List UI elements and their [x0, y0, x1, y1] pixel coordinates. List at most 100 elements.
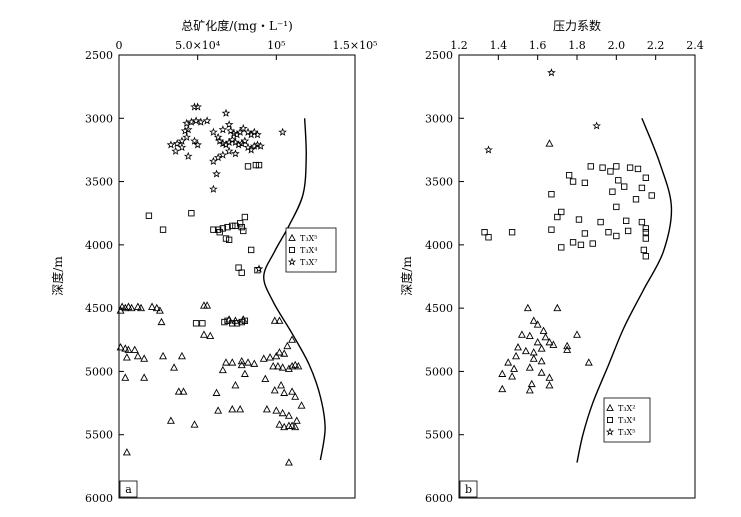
data-point-triangle [148, 302, 157, 310]
panel-tag-a: a [119, 480, 138, 498]
y-axis-title-a: 深度/m [50, 256, 65, 296]
data-point-star [172, 139, 182, 148]
data-point-triangle [177, 351, 186, 360]
data-point-triangle [284, 458, 293, 466]
data-point-square [632, 196, 640, 203]
data-point-triangle [284, 411, 293, 419]
trend-curve-a [263, 118, 326, 461]
data-point-triangle [527, 379, 536, 388]
data-point-triangle [218, 365, 227, 374]
data-point-triangle [278, 408, 287, 417]
data-point-triangle [237, 360, 246, 369]
y-tick-label: 5500 [85, 429, 113, 442]
y-ticks-b: 2500 3000 3500 4000 4500 5000 5500 6000 [425, 49, 464, 505]
data-point-triangle [214, 406, 223, 414]
data-point-triangle [236, 405, 245, 413]
data-point-triangle [190, 420, 199, 428]
data-point-triangle [533, 320, 542, 328]
x-axis-title-a: 总矿化度/(mg・L⁻¹) [181, 18, 293, 33]
data-point-triangle [261, 374, 270, 383]
legend-label: T₃X⁷ [300, 258, 317, 267]
data-point-triangle [124, 345, 133, 353]
data-point-square [621, 183, 628, 190]
data-point-triangle [291, 422, 300, 431]
data-point-triangle [259, 354, 268, 362]
data-point-triangle [275, 420, 284, 428]
data-point-square [229, 320, 236, 327]
data-point-triangle [121, 373, 130, 381]
data-point-triangle [179, 387, 188, 395]
data-point-triangle [510, 364, 519, 372]
x-axis-title-b: 压力系数 [553, 18, 601, 33]
data-point-star [180, 126, 190, 135]
data-point-square [192, 320, 200, 327]
data-point-star [547, 68, 556, 77]
data-point-square [508, 229, 516, 236]
data-point-star [213, 152, 223, 162]
legend-label: T₃X⁵ [300, 234, 317, 243]
y-tick-label: 4000 [85, 239, 113, 252]
data-point-star [484, 145, 493, 154]
data-point-triangle [244, 358, 252, 366]
data-point-triangle [206, 331, 215, 339]
x-tick-label: 0 [116, 39, 123, 52]
data-point-star [278, 127, 287, 136]
data-point-triangle [537, 344, 546, 352]
x-tick-label: 1.2 [450, 39, 468, 52]
y-tick-label: 5000 [425, 365, 453, 378]
data-point-square [216, 229, 223, 236]
y-tick-label: 6000 [425, 492, 453, 505]
x-tick-label: 10⁵ [267, 39, 285, 52]
data-point-star [187, 117, 196, 126]
data-point-star [234, 140, 243, 149]
data-point-square [613, 163, 620, 170]
data-point-star [166, 140, 176, 149]
data-point-triangle [521, 346, 530, 355]
data-point-triangle [203, 301, 212, 309]
data-point-square [548, 226, 555, 233]
data-point-triangle [539, 326, 548, 334]
data-point-triangle [262, 405, 271, 413]
data-point-triangle [137, 303, 146, 312]
legend-b: T₃X² T₃X⁴ T₃X⁵ [603, 397, 651, 443]
data-point-square [485, 234, 492, 241]
data-point-square [159, 226, 167, 233]
data-point-square [638, 184, 646, 192]
data-point-star [209, 127, 218, 136]
data-point-star [218, 150, 228, 159]
data-point-triangle [116, 343, 125, 351]
y-tick-label: 3500 [425, 176, 453, 189]
legend-marker-star [605, 427, 615, 436]
data-point-square [569, 178, 577, 185]
x-tick-label: 1.8 [568, 39, 586, 52]
data-point-square [642, 253, 650, 260]
data-point-square [634, 165, 642, 173]
x-tick-label: 2.4 [686, 39, 704, 52]
data-point-triangle [292, 416, 301, 424]
data-point-triangle [140, 373, 149, 381]
data-point-triangle [133, 302, 142, 310]
data-point-square [581, 179, 589, 187]
trend-curve-b [576, 118, 673, 463]
trend-curve-line [263, 118, 326, 461]
data-point-star [256, 141, 265, 150]
data-point-triangle [278, 363, 287, 371]
data-point-square [225, 236, 233, 243]
data-point-triangle [237, 356, 246, 365]
data-point-triangle [228, 358, 237, 366]
data-point-triangle [266, 353, 275, 361]
data-point-square [640, 246, 648, 254]
legend-marker-square [606, 416, 614, 424]
data-point-triangle [170, 363, 179, 371]
data-point-triangle [140, 354, 149, 362]
x-ticks-b: 1.2 1.4 1.6 1.8 2.0 2.2 2.4 [450, 39, 704, 60]
data-point-triangle [275, 348, 284, 356]
data-point-square [255, 161, 263, 169]
data-point-square [575, 216, 583, 223]
y-tick-label: 4500 [85, 302, 113, 315]
x-ticks-a: 0 5.0×10⁴ 10⁵ 1.5×10⁵ [116, 39, 378, 60]
y-tick-label: 5500 [425, 429, 453, 442]
data-point-star [254, 264, 264, 273]
data-point-square [577, 241, 585, 249]
y-tick-label: 2500 [85, 49, 113, 62]
